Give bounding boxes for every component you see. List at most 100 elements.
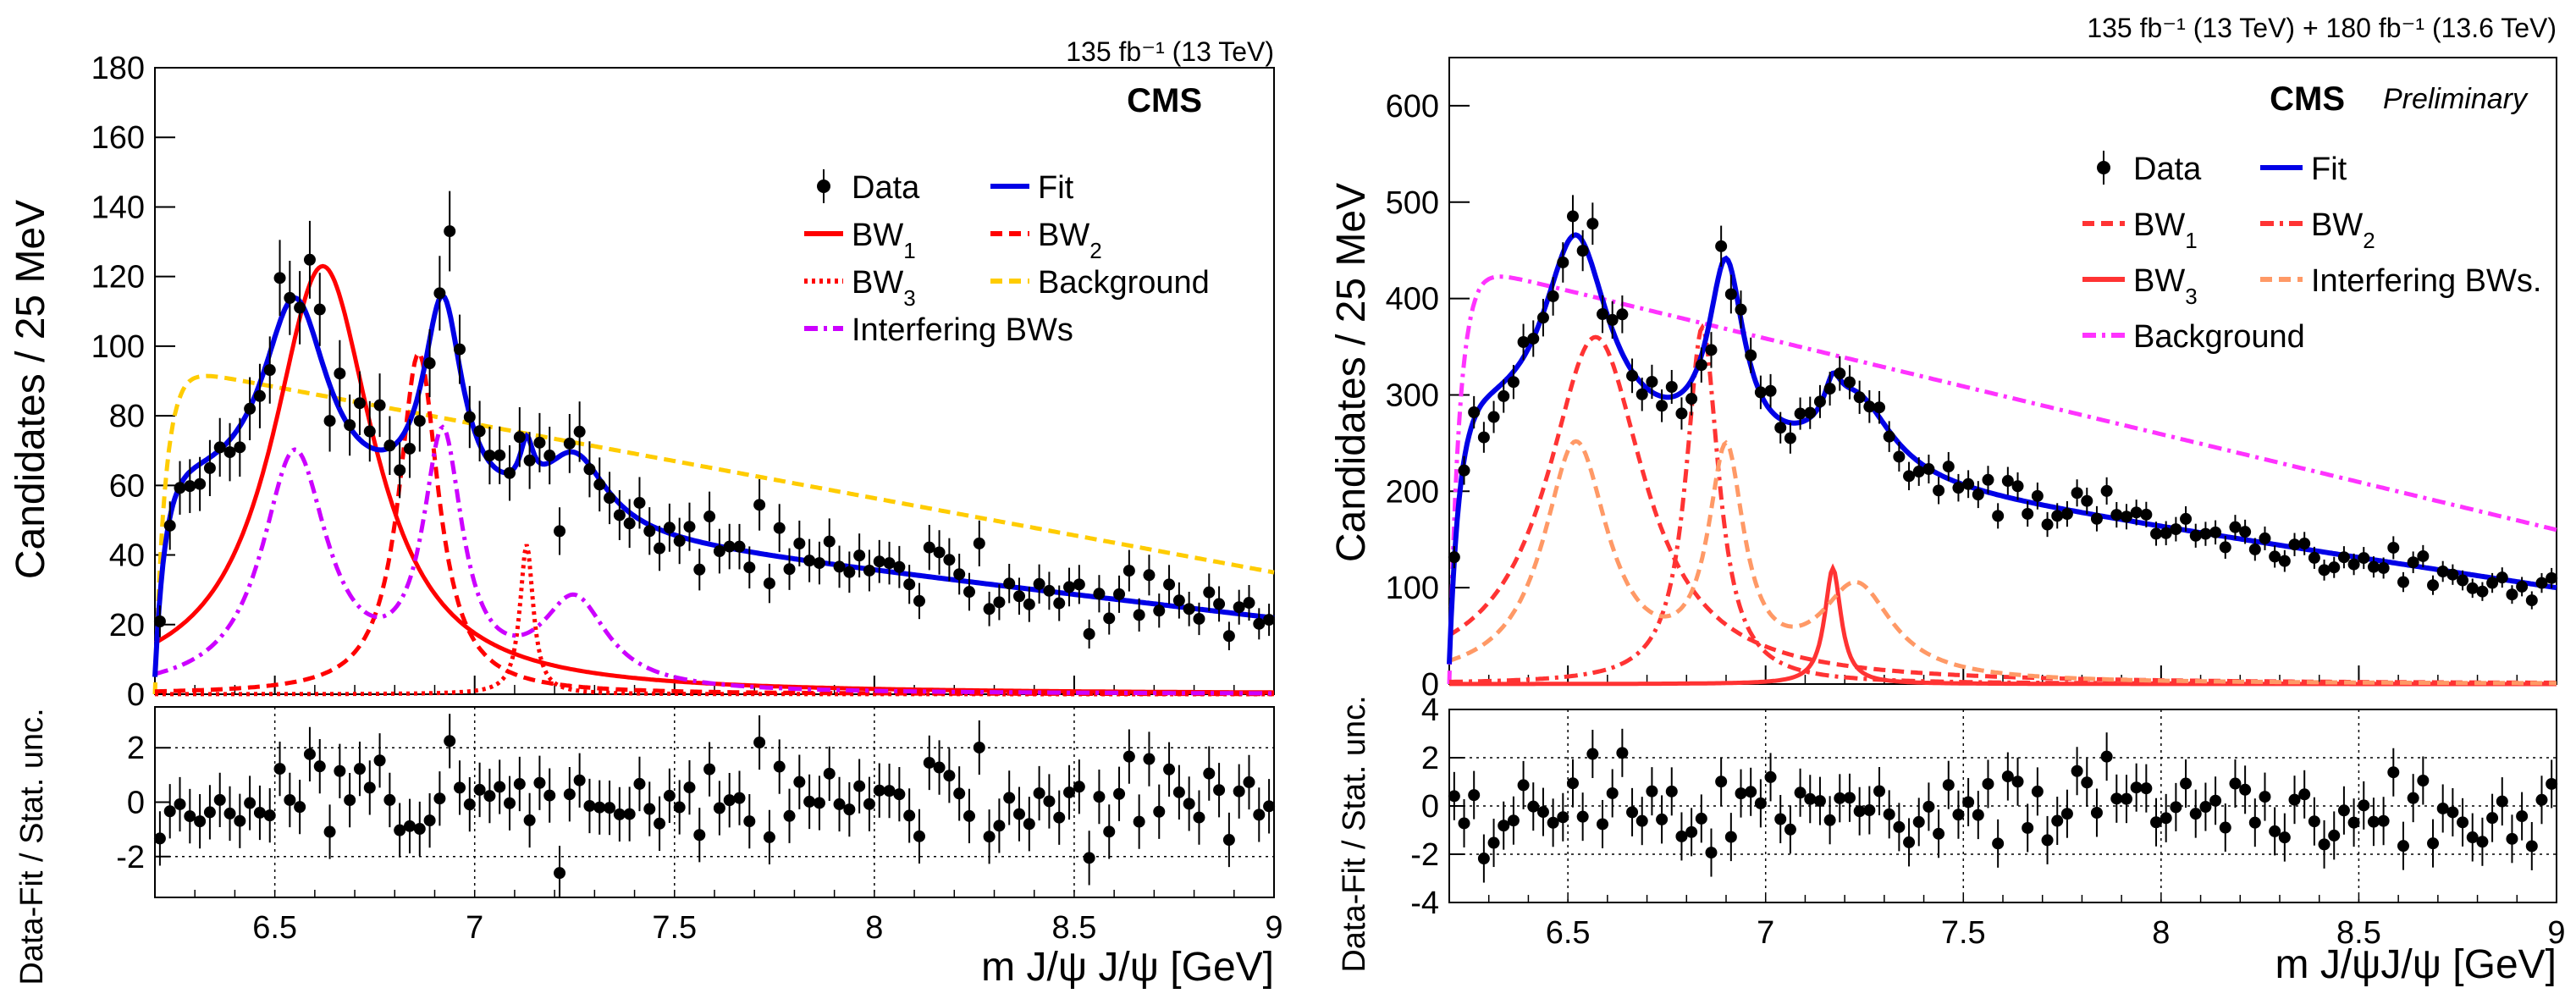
x-tick-label: 7.5 bbox=[652, 910, 697, 946]
ratio-point bbox=[1922, 800, 1935, 813]
ratio-point bbox=[2041, 834, 2054, 847]
ratio-point bbox=[933, 761, 946, 774]
data-point bbox=[773, 522, 786, 534]
ratio-point bbox=[1843, 792, 1856, 804]
data-point bbox=[303, 253, 316, 266]
data-point bbox=[223, 446, 236, 459]
ratio-point bbox=[683, 781, 696, 794]
ratio-point bbox=[463, 798, 476, 811]
ratio-point bbox=[1193, 811, 1205, 824]
ratio-point bbox=[1774, 813, 1787, 825]
legend-label-subscript: 2 bbox=[1089, 238, 1101, 263]
ratio-point bbox=[533, 776, 546, 789]
ratio-point bbox=[433, 792, 446, 805]
ratio-point bbox=[2298, 788, 2311, 801]
data-point bbox=[2100, 484, 2113, 497]
data-point bbox=[554, 525, 566, 538]
data-point bbox=[413, 415, 426, 428]
data-point bbox=[573, 425, 586, 438]
data-point bbox=[1754, 386, 1767, 399]
ratio-point bbox=[2358, 799, 2370, 812]
ratio-y-tick-label: 2 bbox=[1421, 741, 1439, 776]
ratio-point bbox=[1163, 763, 1176, 775]
y-tick-label: 120 bbox=[91, 260, 145, 295]
data-point bbox=[1113, 588, 1126, 600]
ratio-point bbox=[413, 823, 426, 836]
y-tick-label: 600 bbox=[1386, 89, 1439, 124]
ratio-point bbox=[1063, 786, 1076, 798]
ratio-point bbox=[2229, 777, 2242, 790]
ratio-point bbox=[913, 830, 925, 842]
data-point bbox=[813, 557, 825, 570]
ratio-point bbox=[573, 774, 586, 787]
ratio-point bbox=[693, 829, 706, 842]
ratio-point bbox=[604, 802, 616, 814]
data-point bbox=[284, 291, 296, 304]
data-point bbox=[2436, 565, 2449, 577]
x-tick-label: 8 bbox=[865, 910, 883, 946]
data-point bbox=[1646, 375, 1658, 388]
ratio-point bbox=[2466, 831, 2479, 844]
data-point bbox=[1183, 603, 1195, 615]
data-point bbox=[1606, 313, 1619, 326]
x-tick-label: 8 bbox=[2152, 915, 2170, 951]
data-point bbox=[2278, 555, 2291, 567]
right-x-axis-title: m J/ψJ/ψ [GeV] bbox=[2275, 942, 2557, 987]
left-x-axis-title: m J/ψ J/ψ [GeV] bbox=[981, 945, 1274, 990]
ratio-point bbox=[1527, 800, 1540, 813]
data-point bbox=[1243, 597, 1255, 610]
data-point bbox=[973, 537, 985, 549]
data-point bbox=[504, 466, 516, 479]
bw1-curve bbox=[1448, 334, 2557, 685]
ratio-point bbox=[583, 799, 596, 812]
left-lumi-label: 135 fb⁻¹ (13 TeV) bbox=[1066, 36, 1274, 67]
data-point bbox=[1636, 388, 1648, 400]
data-point bbox=[2387, 541, 2400, 554]
data-point bbox=[993, 596, 1006, 609]
data-point bbox=[2180, 512, 2193, 525]
data-point bbox=[1883, 430, 1895, 443]
ratio-point bbox=[883, 785, 896, 798]
data-point bbox=[623, 517, 636, 530]
data-point bbox=[613, 509, 626, 522]
ratio-point bbox=[2219, 821, 2231, 834]
ratio-point bbox=[953, 787, 966, 800]
data-point bbox=[1043, 584, 1056, 597]
ratio-point bbox=[1616, 747, 1629, 759]
ratio-point bbox=[843, 803, 856, 816]
data-point bbox=[194, 477, 207, 490]
ratio-point bbox=[1507, 814, 1520, 827]
legend-label-subscript: 3 bbox=[2185, 284, 2197, 309]
data-point bbox=[1675, 407, 1688, 420]
ratio-point bbox=[2239, 783, 2252, 796]
ratio-point bbox=[1203, 767, 1216, 780]
ratio-point bbox=[423, 814, 436, 827]
fit-curve bbox=[152, 292, 1275, 677]
data-point bbox=[1873, 401, 1886, 414]
ratio-point bbox=[1912, 815, 1925, 828]
ratio-point bbox=[2347, 816, 2360, 829]
y-tick-label: 40 bbox=[109, 538, 145, 574]
ratio-point bbox=[1685, 825, 1698, 838]
ratio-point bbox=[273, 763, 286, 775]
data-point bbox=[403, 442, 416, 455]
ratio-point bbox=[383, 793, 396, 806]
data-point bbox=[2001, 475, 2014, 488]
ratio-point bbox=[833, 798, 846, 810]
data-point bbox=[673, 534, 686, 547]
data-point bbox=[2347, 558, 2360, 571]
ratio-point bbox=[963, 809, 975, 822]
data-point bbox=[2269, 550, 2281, 563]
legend-label: Data bbox=[852, 170, 920, 206]
y-tick-label: 160 bbox=[91, 120, 145, 156]
data-point bbox=[1143, 569, 1156, 582]
ratio-point bbox=[284, 793, 296, 806]
ratio-point bbox=[2457, 816, 2469, 829]
data-point bbox=[2248, 543, 2261, 555]
left-y-axis-title: Candidates / 25 MeV bbox=[8, 200, 53, 579]
ratio-point bbox=[703, 763, 716, 775]
ratio-point bbox=[753, 737, 766, 749]
ratio-point bbox=[673, 801, 686, 814]
data-point bbox=[1222, 630, 1235, 643]
